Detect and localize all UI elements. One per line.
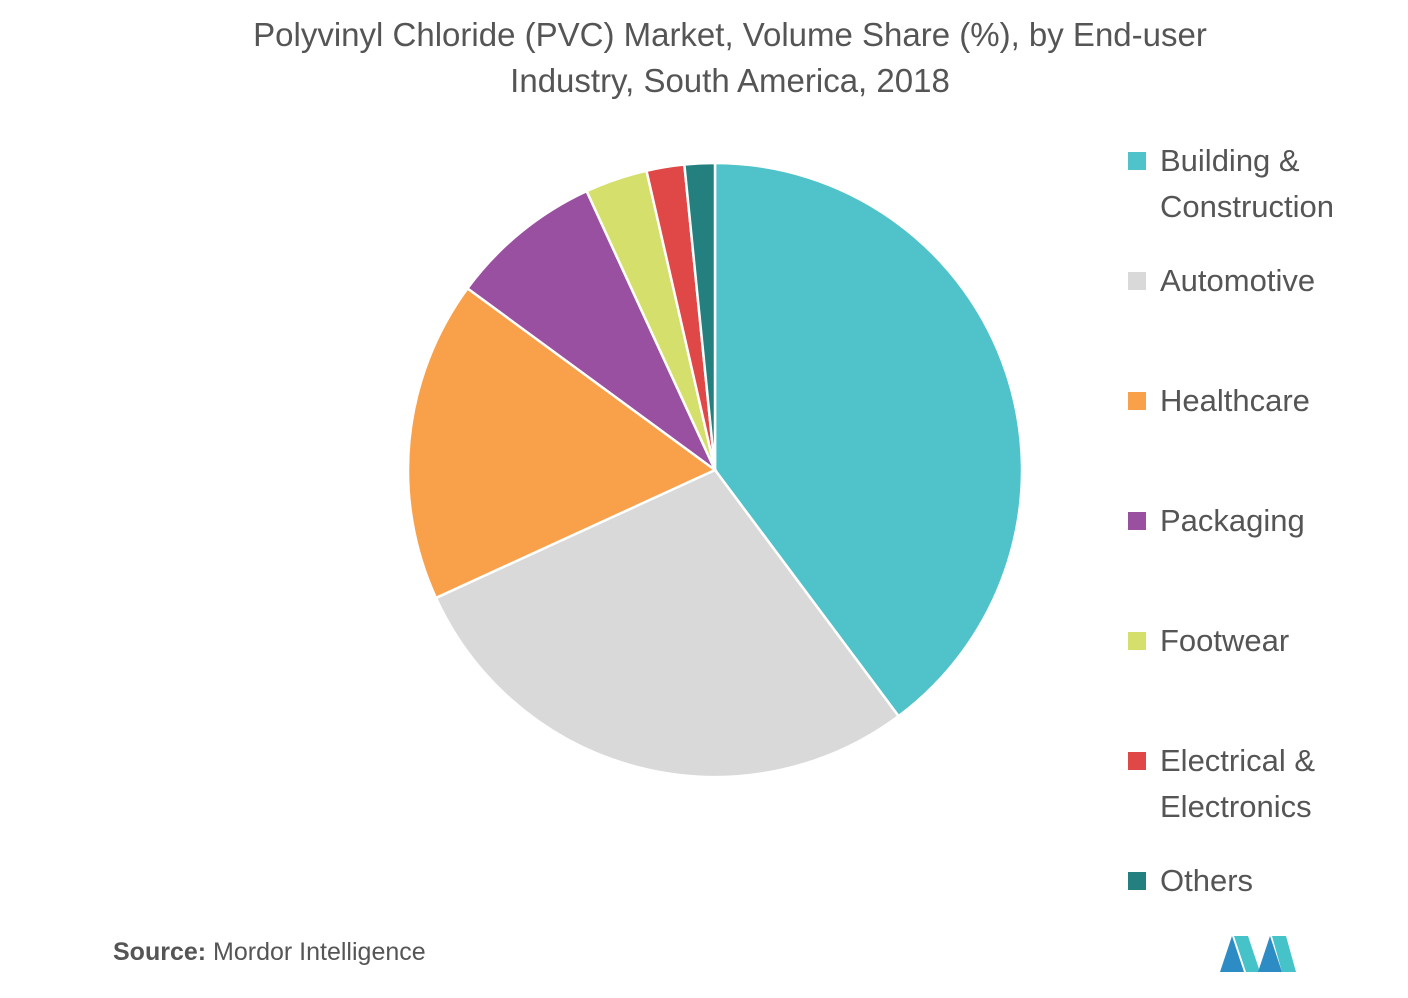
legend-label-0: Building & Construction xyxy=(1160,143,1335,224)
chart-title: Polyvinyl Chloride (PVC) Market, Volume … xyxy=(150,12,1310,104)
pie-slice-6 xyxy=(682,161,717,471)
legend-swatch-5 xyxy=(1128,752,1146,770)
pie-slice-2 xyxy=(406,286,718,600)
source-note: Source: Mordor Intelligence xyxy=(113,938,426,967)
mordor-logo-icon xyxy=(1220,936,1296,972)
pie-slice-1 xyxy=(434,468,901,779)
legend-label-5: Electrical & Electronics xyxy=(1160,743,1316,824)
chart-title-line-1: Polyvinyl Chloride (PVC) Market, Volume … xyxy=(253,16,1207,53)
legend-swatch-4 xyxy=(1128,632,1146,650)
legend-swatch-0 xyxy=(1128,152,1146,170)
pie-slice-3 xyxy=(465,189,719,474)
legend-swatch-2 xyxy=(1128,392,1146,410)
source-text: Mordor Intelligence xyxy=(213,938,426,966)
legend-label-1: Automotive xyxy=(1160,263,1316,298)
legend-label-6: Others xyxy=(1160,863,1254,898)
pie-slice-0 xyxy=(713,161,1024,718)
source-label: Source: xyxy=(113,938,207,966)
legend-swatch-3 xyxy=(1128,512,1146,530)
legend-swatch-6 xyxy=(1128,872,1146,890)
legend-label-3: Packaging xyxy=(1160,503,1305,538)
legend-label-2: Healthcare xyxy=(1160,383,1310,418)
legend-swatch-1 xyxy=(1128,272,1146,290)
chart-title-line-2: Industry, South America, 2018 xyxy=(510,62,950,99)
legend-label-4: Footwear xyxy=(1160,623,1290,658)
